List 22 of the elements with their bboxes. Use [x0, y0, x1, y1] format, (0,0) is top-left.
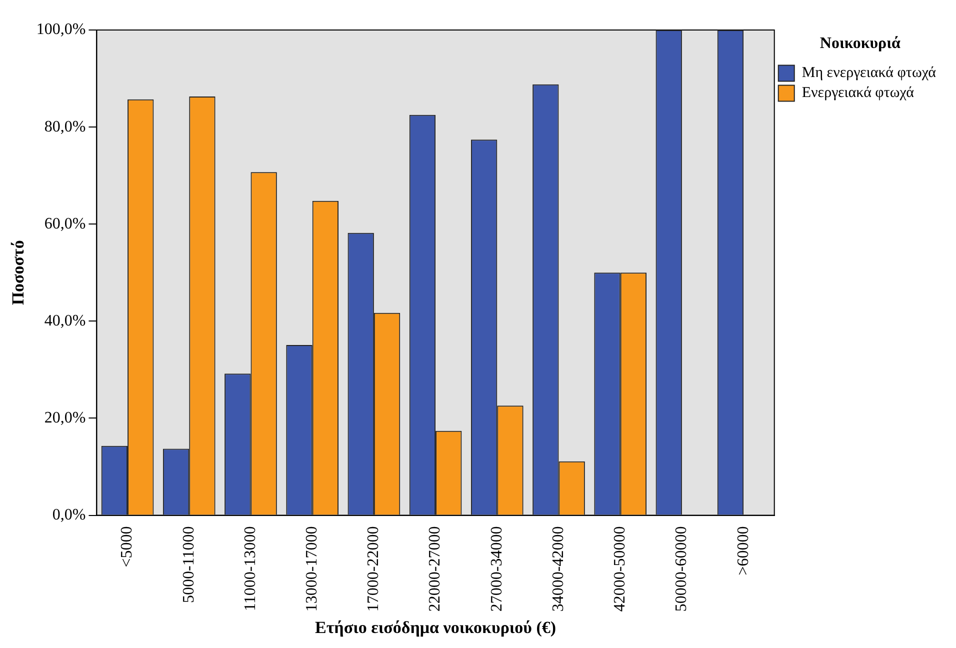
x-tick-label: 42000-50000 [612, 526, 629, 612]
x-axis-title: Ετήσιο εισόδημα νοικοκυριού (€) [315, 618, 556, 638]
y-tick-label: 20,0% [44, 409, 86, 426]
x-tick-label: 50000-60000 [673, 526, 690, 612]
x-tick-label: 34000-42000 [550, 526, 567, 612]
x-tick-label: 11000-13000 [242, 526, 259, 612]
legend-title: Νοικοκυριά [820, 35, 901, 52]
x-tick-label: 5000-11000 [180, 526, 198, 604]
y-tick-label: 0,0% [52, 506, 86, 524]
y-tick-label: 40,0% [44, 312, 86, 330]
legend-label: Μη ενεργειακά φτωχά [802, 65, 936, 82]
x-tick-label: 13000-17000 [304, 526, 321, 612]
y-tick-label: 100,0% [36, 21, 86, 38]
x-tick-label: 27000-34000 [488, 526, 506, 612]
x-tick-label: <5000 [118, 526, 136, 568]
x-tick-label: >60000 [734, 526, 752, 576]
x-tick-label: 22000-27000 [426, 526, 444, 612]
x-tick-label: 17000-22000 [365, 526, 382, 612]
y-tick-label: 80,0% [44, 118, 86, 136]
legend-label: Ενεργειακά φτωχά [802, 85, 914, 102]
y-tick-label: 60,0% [44, 215, 86, 232]
y-axis-title: Ποσοστό [8, 240, 28, 306]
